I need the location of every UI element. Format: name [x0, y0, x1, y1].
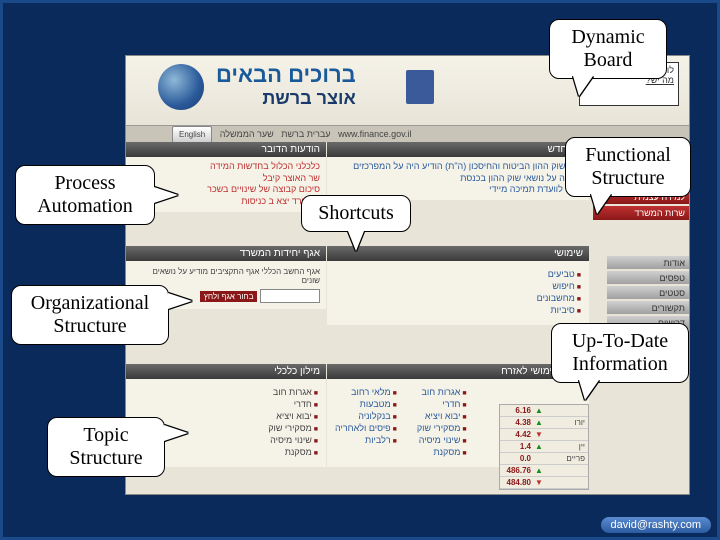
shortcuts-section: שימושי טביעים חיפוש מחשבונים סיביות: [327, 246, 589, 325]
header-line2: אוצר ברשת: [216, 88, 356, 109]
citizen-item[interactable]: אגרות חוב: [417, 387, 467, 397]
finance-desc: אגף החשב הכללי אגף התקציבים מודיע על נוש…: [132, 267, 320, 285]
shortcut-item[interactable]: סיביות: [335, 305, 581, 315]
finance-header: אגף יחידות המשרד: [126, 246, 326, 261]
callout-label: Up-To-Date Information: [562, 330, 678, 376]
calc-item[interactable]: אגרות חוב: [134, 387, 318, 397]
nav-hebrew[interactable]: עברית ברשת: [281, 129, 330, 139]
rate-value: 1.4: [500, 442, 534, 451]
citizen-item[interactable]: מסקנת: [417, 447, 467, 457]
callout-tail-icon: [579, 380, 599, 400]
header-line1: ברוכים הבאים: [216, 62, 356, 88]
rate-value: 484.80: [500, 478, 534, 487]
callout-dynamic-board: Dynamic Board: [549, 19, 667, 79]
shortcuts-body: טביעים חיפוש מחשבונים סיביות: [327, 261, 589, 325]
citizen-item[interactable]: חדרי: [417, 399, 467, 409]
citizen-item[interactable]: מטבעות: [335, 399, 397, 409]
state-emblem-icon: [406, 70, 434, 104]
citizen-header: מידע שימושי לאזרח: [327, 364, 589, 379]
shortcut-item[interactable]: חיפוש: [335, 281, 581, 291]
citizen-item[interactable]: פיסים ולאחריה: [335, 423, 397, 433]
shortcut-item[interactable]: טביעים: [335, 269, 581, 279]
news-body: אגף שוק ההון הביטוח והחיסכון (ה"ת) הודיע…: [327, 157, 589, 200]
finance-go-button[interactable]: בחור אגף ולחץ: [200, 291, 258, 302]
rate-value: 4.42: [500, 430, 534, 439]
callout-topic-structure: Topic Structure: [47, 417, 165, 477]
header-text: ברוכים הבאים אוצר ברשת: [216, 62, 356, 109]
rate-value: 6.16: [500, 406, 534, 415]
callout-label: Functional Structure: [576, 144, 680, 190]
rate-label: יין: [544, 442, 588, 451]
callout-tail-icon: [164, 425, 188, 441]
citizen-item[interactable]: רלביות: [335, 435, 397, 445]
citizen-item[interactable]: בנקלוניה: [335, 411, 397, 421]
arrow-up-icon: ▲: [534, 442, 544, 451]
callout-functional-structure: Functional Structure: [565, 137, 691, 197]
nav-url: www.finance.gov.il: [338, 129, 411, 139]
citizen-item[interactable]: מסקירי שוק: [417, 423, 467, 433]
callout-tail-icon: [573, 76, 593, 96]
nav-gov[interactable]: שער הממשלה: [220, 129, 274, 139]
arrow-down-icon: ▼: [534, 430, 544, 439]
callout-process-automation: Process Automation: [15, 165, 155, 225]
speaker-item[interactable]: כלכלני הכלול בחדשות המידה: [132, 161, 320, 173]
citizen-item[interactable]: שינוי מיסיה: [417, 435, 467, 445]
calc-header: מילון כלכלי: [126, 364, 326, 379]
rate-label: פריים: [544, 454, 588, 463]
arrow-up-icon: ▲: [534, 466, 544, 475]
arrow-up-icon: ▲: [534, 406, 544, 415]
rate-label: יורו: [544, 418, 588, 427]
finance-dropdown[interactable]: [260, 289, 320, 303]
shortcuts-header: שימושי: [327, 246, 589, 261]
callout-label: Shortcuts: [318, 202, 394, 224]
callout-label: Process Automation: [26, 172, 144, 218]
callout-up-to-date: Up-To-Date Information: [551, 323, 689, 383]
arrow-up-icon: ▲: [534, 418, 544, 427]
speaker-header: הודעות הדובר: [126, 142, 326, 157]
callout-tail-icon: [154, 187, 178, 203]
news-item[interactable]: אגף שוק ההון הביטוח והחיסכון (ה"ת) הודיע…: [333, 161, 583, 173]
watermark: david@rashty.com: [601, 517, 711, 533]
news-item[interactable]: ממונה על נושאי שוק ההון בכנסת: [333, 173, 583, 185]
citizen-item[interactable]: יבוא ויציא: [417, 411, 467, 421]
shortcut-item[interactable]: מחשבונים: [335, 293, 581, 303]
arrow-down-icon: ▼: [534, 478, 544, 487]
rate-value: 0.0: [500, 454, 534, 463]
screenshot-panel: ברוכים הבאים אוצר ברשת לוח מודעות מה יש?…: [125, 55, 690, 495]
citizen-item[interactable]: מלאי רחוב: [335, 387, 397, 397]
callout-tail-icon: [348, 231, 364, 251]
speaker-body: כלכלני הכלול בחדשות המידה שר האוצר קיבל …: [126, 157, 326, 212]
calc-item[interactable]: חדרי: [134, 399, 318, 409]
rate-value: 486.76: [500, 466, 534, 475]
callout-shortcuts: Shortcuts: [301, 195, 411, 232]
gray-nav-button[interactable]: אודות: [607, 256, 689, 269]
callout-label: Dynamic Board: [560, 26, 656, 72]
speaker-item[interactable]: שר האוצר קיבל: [132, 173, 320, 185]
rate-value: 4.38: [500, 418, 534, 427]
callout-organizational-structure: Organizational Structure: [11, 285, 169, 345]
news-section: מה חדש אגף שוק ההון הביטוח והחיסכון (ה"ת…: [327, 142, 589, 200]
callout-label: Topic Structure: [58, 424, 154, 470]
gray-nav-button[interactable]: תקשורים: [607, 301, 689, 314]
callout-tail-icon: [591, 194, 611, 214]
globe-icon: [158, 64, 204, 110]
gray-nav-button[interactable]: טפסים: [607, 271, 689, 284]
callout-tail-icon: [168, 293, 192, 309]
rates-table: 6.16▲ 4.38▲יורו 4.42▼ 1.4▲יין 0.0פריים 4…: [499, 404, 589, 490]
callout-label: Organizational Structure: [22, 292, 158, 338]
gray-nav-button[interactable]: סטטים: [607, 286, 689, 299]
news-header: מה חדש: [327, 142, 589, 157]
